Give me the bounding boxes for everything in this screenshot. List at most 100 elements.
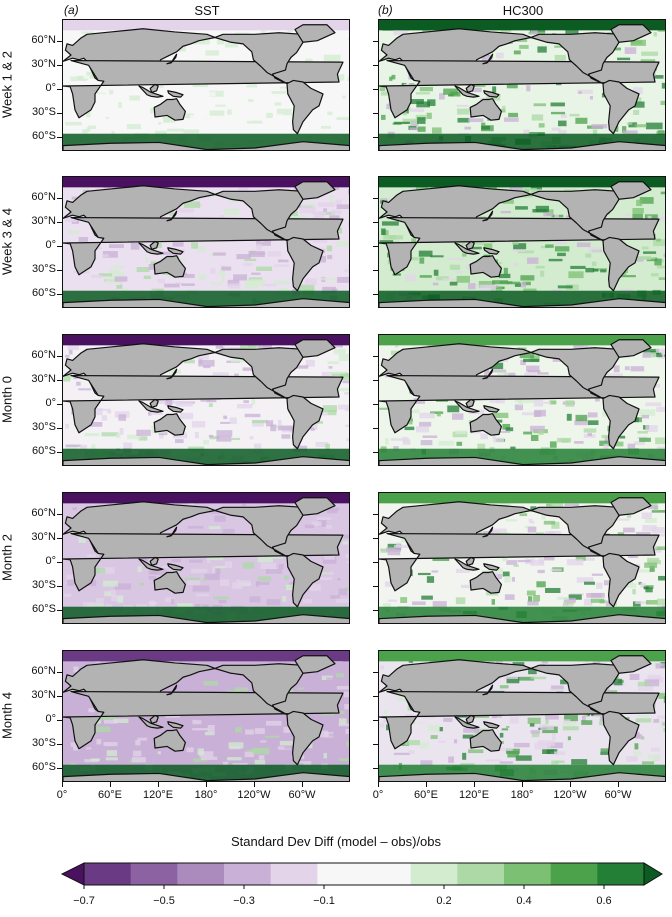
field-cell bbox=[336, 673, 345, 678]
field-cell bbox=[265, 720, 282, 726]
field-cell bbox=[380, 665, 385, 670]
field-cell bbox=[215, 565, 226, 569]
field-cell bbox=[101, 432, 119, 437]
field-cell bbox=[408, 750, 415, 754]
field-cell bbox=[643, 586, 649, 590]
field-cell bbox=[105, 113, 116, 116]
land-mass bbox=[465, 240, 475, 250]
field-cell bbox=[159, 432, 164, 439]
north-band bbox=[63, 493, 349, 504]
land-mass bbox=[149, 556, 159, 566]
field-cell bbox=[172, 89, 178, 93]
map-panel bbox=[378, 492, 666, 624]
field-cell bbox=[530, 434, 539, 441]
field-cell bbox=[111, 131, 115, 134]
field-cell bbox=[627, 443, 636, 450]
field-cell bbox=[506, 281, 521, 285]
field-cell bbox=[563, 602, 569, 607]
field-cell bbox=[392, 273, 401, 276]
lon-tick-label: 120°E bbox=[458, 789, 490, 801]
field-cell bbox=[655, 437, 665, 445]
field-cell bbox=[379, 197, 392, 201]
field-cell bbox=[492, 434, 496, 439]
field-cell bbox=[502, 423, 511, 430]
field-cell bbox=[132, 750, 142, 757]
field-cell bbox=[116, 284, 122, 289]
field-cell bbox=[265, 110, 278, 115]
lon-tick-label: 0° bbox=[372, 789, 384, 801]
field-cell bbox=[273, 280, 291, 285]
field-cell bbox=[250, 105, 263, 111]
colorbar-tick-label: −0.3 bbox=[233, 895, 255, 907]
field-cell bbox=[216, 435, 232, 442]
field-cell bbox=[251, 399, 256, 405]
field-cell bbox=[321, 277, 336, 281]
field-cell bbox=[172, 432, 188, 439]
field-cell bbox=[67, 230, 79, 234]
field-cell bbox=[110, 269, 120, 273]
field-cell bbox=[492, 714, 502, 718]
land-mass bbox=[602, 236, 640, 292]
field-cell bbox=[489, 362, 504, 370]
field-cell bbox=[111, 594, 124, 602]
field-cell bbox=[244, 258, 257, 262]
field-cell bbox=[481, 122, 486, 126]
field-cell bbox=[447, 405, 460, 413]
field-cell bbox=[506, 560, 518, 565]
field-cell bbox=[130, 242, 140, 250]
field-cell bbox=[303, 598, 312, 604]
field-cell bbox=[591, 124, 608, 129]
field-cell bbox=[282, 596, 287, 602]
field-cell bbox=[566, 413, 572, 421]
field-cell bbox=[545, 713, 559, 720]
field-cell bbox=[64, 709, 79, 715]
map-svg bbox=[63, 335, 349, 465]
field-cell bbox=[492, 280, 509, 285]
map-svg bbox=[379, 493, 665, 623]
field-cell bbox=[65, 423, 70, 429]
land-mass bbox=[214, 189, 304, 242]
field-cell bbox=[197, 353, 209, 360]
field-cell bbox=[319, 577, 333, 581]
lon-tick-label: 0° bbox=[56, 789, 68, 801]
field-cell bbox=[198, 359, 215, 367]
field-cell bbox=[136, 604, 147, 609]
lat-tick bbox=[373, 222, 378, 224]
field-cell bbox=[336, 227, 343, 234]
field-cell bbox=[158, 432, 168, 436]
field-cell bbox=[650, 747, 661, 752]
land-mass bbox=[286, 394, 324, 450]
lat-tick-label: 60°S bbox=[32, 286, 56, 299]
field-cell bbox=[78, 236, 89, 242]
field-cell bbox=[393, 752, 410, 756]
field-cell bbox=[582, 557, 595, 561]
lat-tick bbox=[57, 88, 62, 90]
field-cell bbox=[137, 737, 148, 741]
field-cell bbox=[184, 359, 195, 364]
map-panel bbox=[62, 176, 350, 308]
field-cell bbox=[192, 719, 202, 725]
lat-tick-label: 0° bbox=[45, 554, 56, 567]
field-cell bbox=[204, 731, 215, 736]
field-cell bbox=[550, 111, 566, 115]
field-cell bbox=[323, 208, 327, 212]
field-cell bbox=[345, 729, 349, 734]
field-cell bbox=[174, 439, 184, 444]
field-cell bbox=[148, 576, 156, 580]
field-cell bbox=[243, 400, 249, 404]
field-cell bbox=[649, 565, 655, 572]
field-cell bbox=[258, 576, 272, 581]
field-cell bbox=[491, 715, 498, 719]
field-cell bbox=[274, 102, 282, 106]
field-cell bbox=[210, 268, 216, 274]
field-cell bbox=[506, 84, 518, 89]
field-cell bbox=[200, 117, 209, 120]
field-cell bbox=[513, 742, 530, 748]
field-cell bbox=[391, 74, 396, 80]
field-cell bbox=[169, 343, 180, 349]
field-cell bbox=[419, 412, 435, 419]
field-cell bbox=[386, 547, 402, 552]
field-cell bbox=[514, 404, 524, 411]
map-panel bbox=[62, 334, 350, 466]
land-mass bbox=[294, 181, 336, 200]
